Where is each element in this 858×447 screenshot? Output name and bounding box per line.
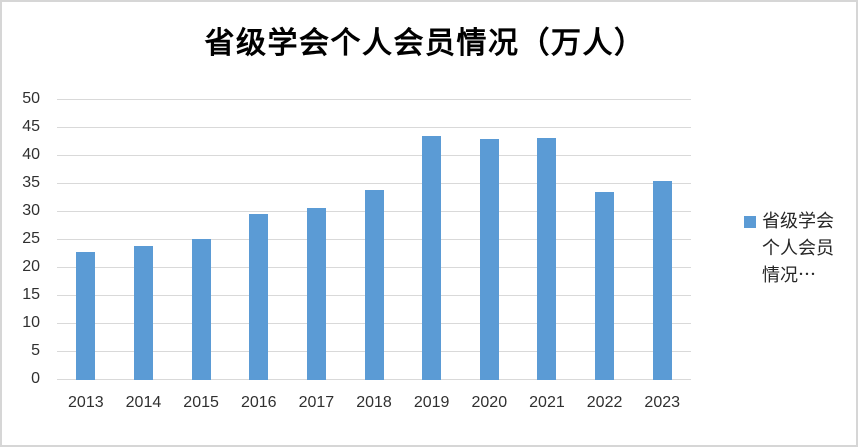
bar-2020 — [479, 138, 499, 380]
bar-2015 — [191, 239, 211, 380]
bar-slot — [518, 99, 576, 380]
bar-slot — [460, 99, 518, 380]
gridline — [57, 99, 691, 100]
bar-2022 — [595, 191, 615, 380]
y-tick-label: 35 — [22, 174, 40, 191]
legend-label-line-1: 省级学会 — [762, 211, 834, 231]
bar-slot — [345, 99, 403, 380]
bar-2023 — [652, 181, 672, 380]
legend-label-line-3: 情况⋯ — [762, 265, 816, 285]
bar-slot — [288, 99, 346, 380]
y-tick-label: 50 — [22, 90, 40, 107]
bar-slot — [115, 99, 173, 380]
y-tick-label: 10 — [22, 314, 40, 331]
gridline — [57, 183, 691, 184]
y-tick-label: 25 — [22, 230, 40, 247]
bar-2018 — [364, 190, 384, 380]
x-tick-label: 2021 — [529, 394, 565, 411]
x-tick-label: 2013 — [68, 394, 104, 411]
x-tick-label: 2014 — [125, 394, 162, 411]
y-tick-label: 5 — [31, 342, 40, 359]
bar-2019 — [422, 135, 442, 380]
y-tick-label: 20 — [22, 258, 40, 275]
bar-2017 — [306, 207, 326, 380]
plot-area — [57, 99, 691, 380]
x-tick-label: 2022 — [586, 394, 623, 411]
legend: 省级学会 个人会员 情况⋯ — [744, 208, 834, 289]
y-tick-label: 30 — [22, 202, 40, 219]
bar-2014 — [133, 246, 153, 380]
legend-label: 省级学会 个人会员 情况⋯ — [762, 208, 834, 289]
bar-slot — [403, 99, 461, 380]
legend-swatch-icon — [744, 216, 756, 228]
x-tick-label: 2016 — [240, 394, 277, 411]
chart-title: 省级学会个人会员情况（万人） — [204, 27, 646, 60]
bar-series — [57, 99, 691, 380]
y-tick-label: 45 — [22, 118, 40, 135]
x-tick-label: 2017 — [298, 394, 335, 411]
gridline — [57, 127, 691, 128]
legend-label-line-2: 个人会员 — [762, 238, 834, 258]
x-tick-label: 2015 — [183, 394, 219, 411]
bar-slot — [633, 99, 691, 380]
bar-2021 — [537, 137, 557, 380]
x-tick-label: 2019 — [413, 394, 450, 411]
x-tick-label: 2018 — [356, 394, 392, 411]
x-tick-label: 2020 — [471, 394, 508, 411]
x-tick-label: 2023 — [644, 394, 681, 411]
y-tick-label: 15 — [22, 286, 40, 303]
y-axis: 0 5 10 15 20 25 30 35 40 45 50 — [2, 90, 48, 387]
bar-slot — [57, 99, 115, 380]
bar-slot — [172, 99, 230, 380]
bar-slot — [576, 99, 634, 380]
y-tick-label: 40 — [22, 146, 40, 163]
bar-slot — [230, 99, 288, 380]
bar-2016 — [249, 213, 269, 380]
x-axis: 2013 2014 2015 2016 2017 2018 2019 2020 2021 2022… — [57, 394, 691, 412]
bar-2013 — [76, 251, 96, 380]
gridline — [57, 155, 691, 156]
y-tick-label: 0 — [31, 370, 40, 387]
